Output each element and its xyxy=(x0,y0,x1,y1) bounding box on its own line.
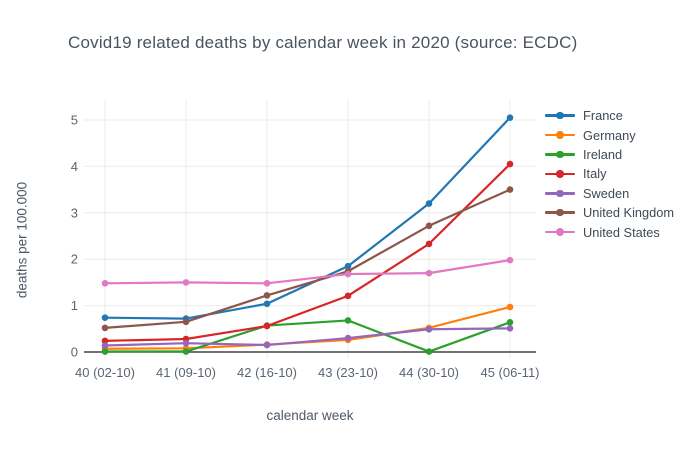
x-tick-label: 44 (30-10) xyxy=(399,365,459,380)
series-line-united-kingdom xyxy=(104,188,511,329)
y-tick-label: 3 xyxy=(71,205,78,220)
legend-label: France xyxy=(583,108,623,124)
data-point-united-states[interactable] xyxy=(425,269,433,277)
legend-item-italy[interactable]: Italy xyxy=(545,164,674,183)
data-point-united-states[interactable] xyxy=(344,270,352,278)
data-point-united-kingdom[interactable] xyxy=(425,222,433,230)
legend-line-dot-icon xyxy=(545,111,575,121)
data-point-france[interactable] xyxy=(506,114,514,121)
data-point-france[interactable] xyxy=(101,314,109,321)
data-point-germany[interactable] xyxy=(506,303,514,311)
y-axis-title: deaths per 100.000 xyxy=(14,181,30,299)
legend-label: United States xyxy=(583,224,660,240)
legend-dot xyxy=(556,208,564,217)
data-point-sweden[interactable] xyxy=(506,325,514,332)
data-point-italy[interactable] xyxy=(506,160,514,168)
x-tick-label: 42 (16-10) xyxy=(237,365,297,380)
data-point-united-kingdom[interactable] xyxy=(263,292,271,299)
legend-line-dot-icon xyxy=(545,227,575,237)
legend-dot xyxy=(556,189,564,197)
legend-line-dot-icon xyxy=(545,208,575,218)
data-point-italy[interactable] xyxy=(101,337,109,345)
y-tick-label: 0 xyxy=(71,345,78,360)
legend-item-sweden[interactable]: Sweden xyxy=(545,184,674,203)
legend-label: Ireland xyxy=(583,146,623,162)
series-line-sweden xyxy=(104,327,511,347)
data-point-sweden[interactable] xyxy=(263,341,271,349)
legend-label: Germany xyxy=(583,127,636,143)
data-point-sweden[interactable] xyxy=(101,342,109,349)
legend-item-united-kingdom[interactable]: United Kingdom xyxy=(545,203,674,222)
data-point-united-kingdom[interactable] xyxy=(506,186,514,193)
legend-item-ireland[interactable]: Ireland xyxy=(545,145,674,164)
data-point-france[interactable] xyxy=(344,262,352,270)
data-point-ireland[interactable] xyxy=(344,317,352,324)
data-point-italy[interactable] xyxy=(425,240,433,248)
legend-dot xyxy=(556,228,564,236)
y-tick-label: 1 xyxy=(71,298,78,313)
x-tick-label: 43 (23-10) xyxy=(318,365,378,380)
data-point-united-states[interactable] xyxy=(506,256,514,264)
series-line-ireland xyxy=(105,319,511,353)
x-axis-title: calendar week xyxy=(266,408,354,423)
y-tick-label: 4 xyxy=(71,159,78,174)
x-tick-label: 41 (09-10) xyxy=(156,365,216,380)
legend-dot xyxy=(556,150,564,159)
y-tick-label: 5 xyxy=(71,113,78,128)
legend-line-dot-icon xyxy=(545,188,575,198)
legend-item-germany[interactable]: Germany xyxy=(545,125,674,144)
legend-line-dot-icon xyxy=(545,130,575,140)
legend-line-dot-icon xyxy=(545,169,575,179)
x-tick-label: 45 (06-11) xyxy=(480,365,539,380)
series-line-united-states xyxy=(104,259,511,285)
data-point-italy[interactable] xyxy=(344,292,352,300)
data-point-sweden[interactable] xyxy=(344,334,352,342)
legend-dot xyxy=(556,131,564,139)
series-line-italy xyxy=(104,163,511,342)
legend-label: Italy xyxy=(583,166,607,182)
data-point-united-kingdom[interactable] xyxy=(101,324,109,332)
data-point-sweden[interactable] xyxy=(182,339,190,347)
chart-title: Covid19 related deaths by calendar week … xyxy=(68,33,578,52)
x-tick-label: 40 (02-10) xyxy=(75,365,135,380)
legend-line-dot-icon xyxy=(545,149,575,159)
legend: France Germany Ireland Italy Sweden United Ki… xyxy=(545,106,674,242)
data-point-united-kingdom[interactable] xyxy=(182,318,190,326)
data-point-united-states[interactable] xyxy=(182,279,190,286)
data-point-sweden[interactable] xyxy=(425,325,433,333)
y-tick-label: 2 xyxy=(71,252,78,267)
data-point-france[interactable] xyxy=(263,300,271,308)
legend-dot xyxy=(556,111,564,120)
data-point-ireland[interactable] xyxy=(506,319,514,326)
data-point-ireland[interactable] xyxy=(182,348,190,355)
legend-label: Sweden xyxy=(583,185,630,201)
data-point-ireland[interactable] xyxy=(425,348,433,355)
legend-item-france[interactable]: France xyxy=(545,106,674,125)
legend-item-united-states[interactable]: United States xyxy=(545,222,674,241)
data-point-italy[interactable] xyxy=(263,322,271,330)
data-point-united-states[interactable] xyxy=(263,280,271,287)
legend-dot xyxy=(556,170,564,178)
series-line-france xyxy=(104,116,511,320)
legend-label: United Kingdom xyxy=(583,205,675,221)
data-point-united-states[interactable] xyxy=(101,280,109,287)
data-point-ireland[interactable] xyxy=(101,348,109,355)
data-point-france[interactable] xyxy=(425,200,433,207)
